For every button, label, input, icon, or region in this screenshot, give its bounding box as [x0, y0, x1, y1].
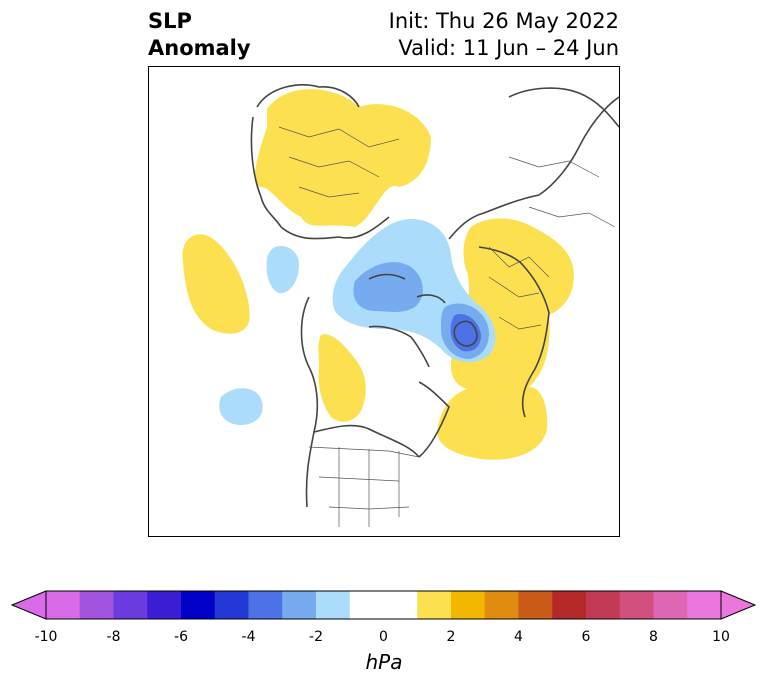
colorbar-tick-label: 6	[581, 629, 591, 645]
valid-period: Valid: 11 Jun – 24 Jun	[398, 36, 619, 60]
colorbar-tick-label: -4	[241, 629, 256, 645]
colorbar-segment	[214, 591, 249, 619]
colorbar-segment	[687, 591, 722, 619]
negative-anomaly-weak-pacific	[219, 388, 263, 425]
colorbar-segments	[46, 591, 722, 619]
colorbar-segment	[248, 591, 283, 619]
colorbar-segment	[46, 591, 81, 619]
colorbar-segment	[383, 591, 418, 619]
colorbar-segment	[451, 591, 486, 619]
colorbar-segment	[282, 591, 317, 619]
colorbar-segment	[552, 591, 587, 619]
colorbar-tick-label: 4	[514, 629, 523, 645]
colorbar-over-extension	[720, 590, 757, 620]
positive-anomaly-region-siberia	[254, 89, 431, 227]
negative-anomaly-mid-arctic	[353, 262, 423, 312]
colorbar-tick-label: 0	[379, 629, 388, 645]
colorbar	[10, 590, 757, 620]
colorbar-segment	[147, 591, 182, 619]
map-canvas	[182, 84, 619, 527]
colorbar-tick-label: 8	[649, 629, 658, 645]
colorbar-segment	[586, 591, 621, 619]
colorbar-tick-label: 2	[446, 629, 456, 645]
title-line-2: Anomaly	[148, 36, 251, 60]
positive-anomaly-region-north-pacific	[182, 234, 250, 334]
colorbar-segment	[79, 591, 114, 619]
colorbar-tick-label: -6	[174, 629, 188, 645]
colorbar-segment	[417, 591, 452, 619]
country-borders-layer	[278, 126, 616, 527]
coastline-layer	[250, 84, 619, 508]
colorbar-under-extension	[10, 590, 47, 620]
chart-title: SLP Anomaly	[148, 8, 251, 62]
colorbar-tick-label: -2	[309, 629, 323, 645]
colorbar-segment	[349, 591, 384, 619]
colorbar-segment	[653, 591, 688, 619]
slp-anomaly-map	[148, 66, 620, 537]
colorbar-tick-label: 10	[712, 629, 730, 645]
colorbar-outline	[45, 590, 722, 620]
colorbar-unit-label: hPa	[365, 650, 403, 674]
colorbar-segment	[518, 591, 553, 619]
positive-anomaly-region-north-atlantic	[437, 386, 548, 460]
colorbar-segment	[619, 591, 654, 619]
negative-anomaly-weak-alaska	[266, 245, 299, 294]
colorbar-segment	[181, 591, 216, 619]
colorbar-tick-label: -8	[106, 629, 121, 645]
forecast-dates: Init: Thu 26 May 2022 Valid: 11 Jun – 24…	[389, 8, 619, 62]
init-date: Init: Thu 26 May 2022	[388, 9, 619, 33]
colorbar-segment	[484, 591, 519, 619]
colorbar-segment	[113, 591, 148, 619]
title-line-1: SLP	[148, 9, 192, 33]
positive-anomaly-region-canada	[318, 334, 366, 422]
colorbar-tick-label: -10	[34, 629, 58, 645]
colorbar-segment	[316, 591, 351, 619]
